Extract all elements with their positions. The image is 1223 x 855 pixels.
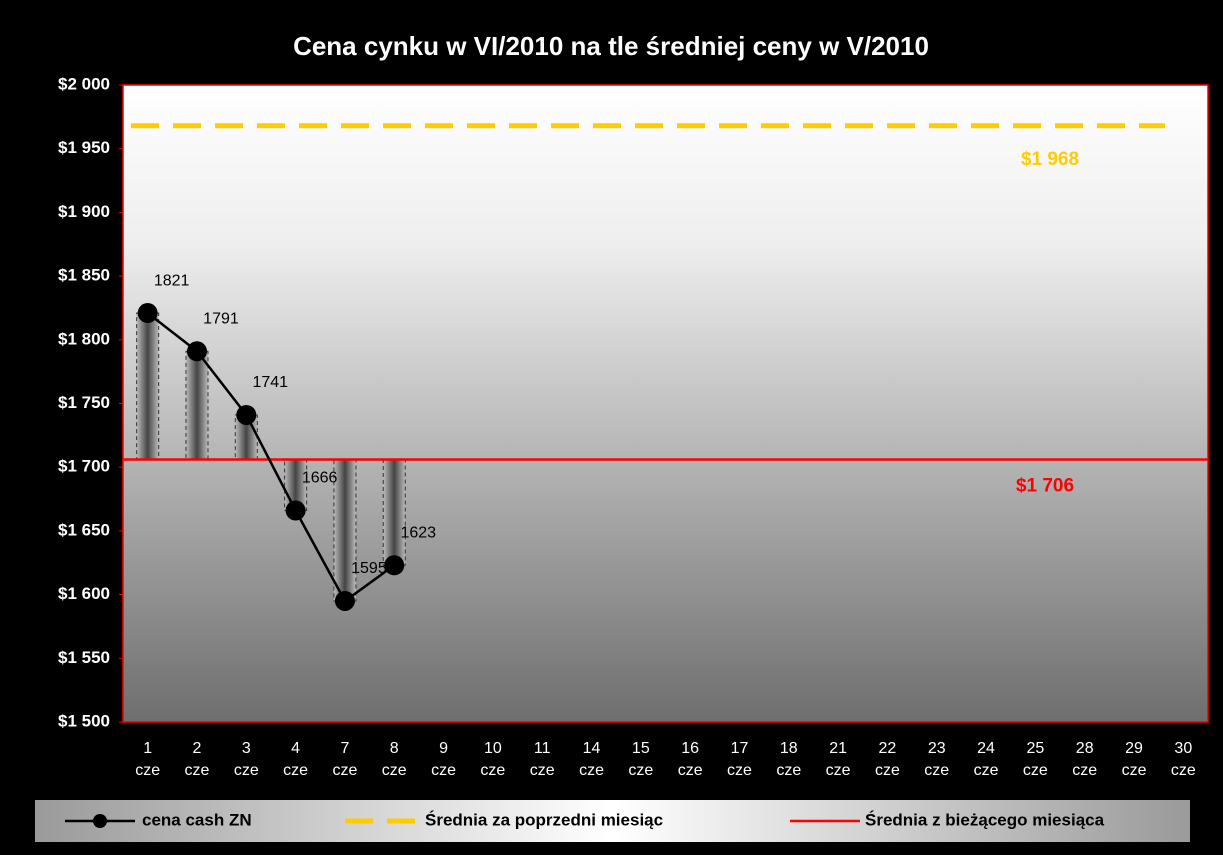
legend-label: cena cash ZN xyxy=(142,810,252,829)
x-tick-label: 10 cze xyxy=(480,740,506,779)
y-tick-label: $1 600 xyxy=(58,584,110,603)
y-tick-label: $1 650 xyxy=(58,520,110,539)
legend xyxy=(35,800,1190,842)
x-tick-label: 18 cze xyxy=(776,740,802,779)
legend-label: Średnia za poprzedni miesiąc xyxy=(425,810,663,829)
x-tick-label: 8 cze xyxy=(381,740,407,779)
y-tick-label: $1 900 xyxy=(58,202,110,221)
legend-label: Średnia z bieżącego miesiąca xyxy=(865,810,1105,829)
x-tick-label: 16 cze xyxy=(677,740,703,779)
data-label: 1666 xyxy=(302,470,338,487)
price-marker xyxy=(384,555,405,576)
x-tick-label: 2 cze xyxy=(184,740,210,779)
y-tick-label: $2 000 xyxy=(58,74,110,93)
y-tick-label: $1 800 xyxy=(58,329,110,348)
y-tick-label: $1 550 xyxy=(58,648,110,667)
previous-mean-label: $1 968 xyxy=(1021,149,1079,170)
difference-bar xyxy=(136,312,160,461)
current-mean-label: $1 706 xyxy=(1016,476,1074,497)
y-tick-label: $1 850 xyxy=(58,266,110,285)
data-label: 1741 xyxy=(252,374,288,391)
price-marker xyxy=(186,341,207,362)
x-tick-label: 29 cze xyxy=(1121,740,1147,779)
difference-bar xyxy=(185,350,209,461)
x-tick-label: 14 cze xyxy=(579,740,604,779)
x-tick-label: 24 cze xyxy=(973,740,999,779)
price-marker xyxy=(285,500,306,521)
x-tick-label: 21 cze xyxy=(825,740,851,779)
x-tick-label: 7 cze xyxy=(332,740,358,779)
price-line xyxy=(146,312,395,603)
x-tick-label: 25 cze xyxy=(1022,740,1048,779)
legend-marker xyxy=(93,814,107,828)
y-tick-label: $1 700 xyxy=(58,457,110,476)
price-marker xyxy=(236,404,257,425)
x-tick-label: 15 cze xyxy=(628,740,654,779)
x-tick-label: 1 cze xyxy=(135,740,161,779)
x-tick-label: 30 cze xyxy=(1170,740,1196,779)
x-tick-label: 11 cze xyxy=(529,740,555,779)
y-tick-label: $1 750 xyxy=(58,393,110,412)
x-tick-label: 17 cze xyxy=(727,740,752,779)
x-tick-label: 4 cze xyxy=(283,740,309,779)
data-label: 1821 xyxy=(154,272,190,289)
plot-area xyxy=(122,84,1209,723)
x-tick-label: 22 cze xyxy=(874,740,900,779)
difference-bar xyxy=(382,459,406,566)
price-marker xyxy=(334,590,355,611)
chart-title: Cena cynku w VI/2010 na tle średniej cen… xyxy=(293,31,929,61)
y-tick-label: $1 950 xyxy=(58,138,110,157)
data-label: 1791 xyxy=(203,310,239,327)
data-label: 1623 xyxy=(400,525,436,542)
x-tick-label: 28 cze xyxy=(1072,740,1098,779)
x-tick-label: 23 cze xyxy=(924,740,950,779)
x-tick-label: 9 cze xyxy=(431,740,457,779)
y-tick-label: $1 500 xyxy=(58,711,110,730)
price-marker xyxy=(137,303,158,324)
data-label: 1595 xyxy=(351,560,387,577)
x-tick-label: 3 cze xyxy=(233,740,259,779)
